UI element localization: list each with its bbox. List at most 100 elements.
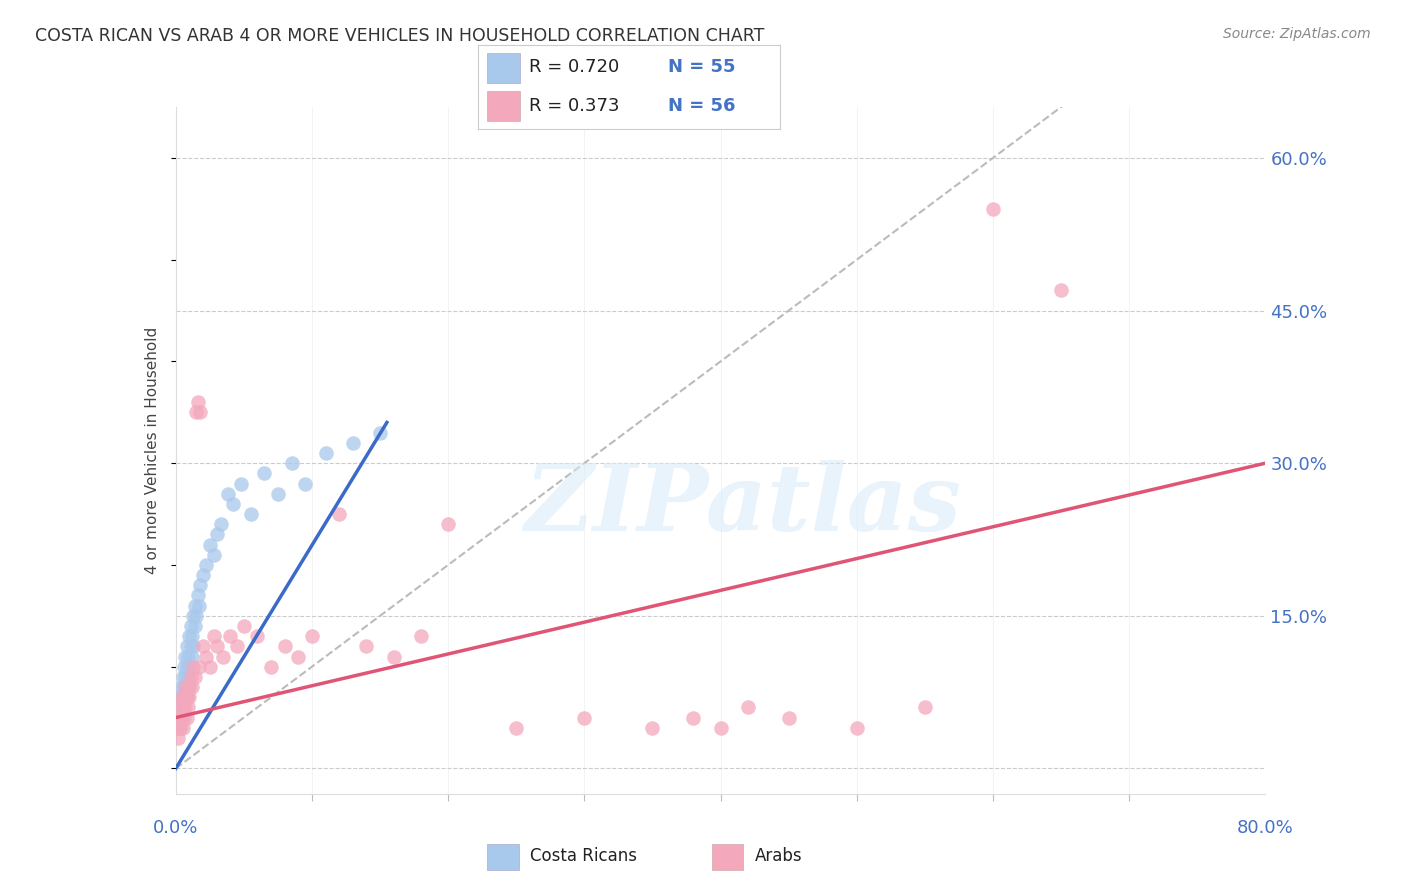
- Point: [267, 486, 290, 500]
- Point: [173, 710, 195, 724]
- Text: COSTA RICAN VS ARAB 4 OR MORE VEHICLES IN HOUSEHOLD CORRELATION CHART: COSTA RICAN VS ARAB 4 OR MORE VEHICLES I…: [35, 27, 765, 45]
- Point: [179, 629, 201, 643]
- Point: [328, 507, 350, 521]
- Point: [205, 527, 228, 541]
- Point: [232, 619, 254, 633]
- Point: [184, 670, 207, 684]
- Text: N = 55: N = 55: [668, 59, 735, 77]
- Text: R = 0.720: R = 0.720: [530, 59, 620, 77]
- Point: [179, 680, 201, 694]
- Point: [174, 680, 197, 694]
- Point: [170, 700, 193, 714]
- Point: [172, 700, 194, 714]
- Point: [186, 395, 209, 409]
- Point: [737, 700, 759, 714]
- Point: [176, 690, 198, 705]
- Point: [183, 640, 205, 654]
- Point: [180, 670, 202, 684]
- Point: [176, 640, 198, 654]
- Point: [186, 608, 208, 623]
- Point: [170, 690, 193, 705]
- Point: [574, 710, 596, 724]
- FancyBboxPatch shape: [486, 844, 519, 870]
- Point: [198, 659, 221, 673]
- Point: [356, 640, 378, 654]
- Point: [191, 568, 214, 582]
- Point: [778, 710, 800, 724]
- Text: 0.0%: 0.0%: [153, 820, 198, 838]
- Point: [176, 710, 198, 724]
- Point: [169, 690, 191, 705]
- Point: [188, 405, 211, 419]
- Point: [172, 721, 194, 735]
- Point: [172, 670, 194, 684]
- Point: [181, 629, 204, 643]
- Point: [167, 721, 190, 735]
- Point: [315, 446, 337, 460]
- Point: [167, 700, 190, 714]
- Point: [167, 731, 190, 745]
- Point: [173, 690, 195, 705]
- Point: [169, 700, 191, 714]
- Point: [167, 710, 190, 724]
- Point: [169, 721, 191, 735]
- Point: [188, 578, 211, 592]
- Point: [174, 680, 197, 694]
- Point: [845, 721, 868, 735]
- Text: Costa Ricans: Costa Ricans: [530, 847, 637, 865]
- Point: [179, 680, 201, 694]
- Point: [166, 710, 188, 724]
- Point: [246, 629, 269, 643]
- Point: [226, 640, 249, 654]
- Point: [177, 649, 200, 664]
- Point: [184, 619, 207, 633]
- FancyBboxPatch shape: [711, 844, 744, 870]
- Point: [222, 497, 245, 511]
- Point: [231, 476, 253, 491]
- FancyBboxPatch shape: [486, 91, 520, 120]
- Point: [179, 659, 201, 673]
- Point: [194, 649, 217, 664]
- Point: [1050, 283, 1073, 297]
- Point: [382, 649, 405, 664]
- Point: [172, 700, 194, 714]
- Point: [183, 608, 205, 623]
- Point: [280, 456, 302, 470]
- Text: Source: ZipAtlas.com: Source: ZipAtlas.com: [1223, 27, 1371, 41]
- Point: [172, 690, 194, 705]
- Point: [409, 629, 432, 643]
- Point: [239, 507, 262, 521]
- Point: [217, 486, 239, 500]
- Point: [173, 680, 195, 694]
- Point: [169, 710, 191, 724]
- Y-axis label: 4 or more Vehicles in Household: 4 or more Vehicles in Household: [145, 326, 160, 574]
- Point: [219, 629, 242, 643]
- Point: [202, 629, 225, 643]
- Point: [184, 599, 207, 613]
- Point: [179, 690, 201, 705]
- Point: [173, 690, 195, 705]
- Point: [170, 710, 193, 724]
- Point: [187, 659, 209, 673]
- Point: [202, 548, 225, 562]
- Point: [174, 649, 197, 664]
- Point: [368, 425, 391, 440]
- Point: [981, 202, 1004, 216]
- Point: [170, 680, 193, 694]
- Point: [174, 700, 197, 714]
- Point: [181, 649, 204, 664]
- Point: [641, 721, 664, 735]
- Point: [682, 710, 704, 724]
- Point: [914, 700, 936, 714]
- Point: [174, 670, 197, 684]
- Point: [177, 670, 200, 684]
- Point: [294, 476, 316, 491]
- Text: 80.0%: 80.0%: [1237, 820, 1294, 838]
- FancyBboxPatch shape: [486, 54, 520, 83]
- Point: [198, 538, 221, 552]
- Text: N = 56: N = 56: [668, 96, 735, 114]
- Point: [173, 659, 195, 673]
- Point: [176, 690, 198, 705]
- Text: R = 0.373: R = 0.373: [530, 96, 620, 114]
- Point: [194, 558, 217, 572]
